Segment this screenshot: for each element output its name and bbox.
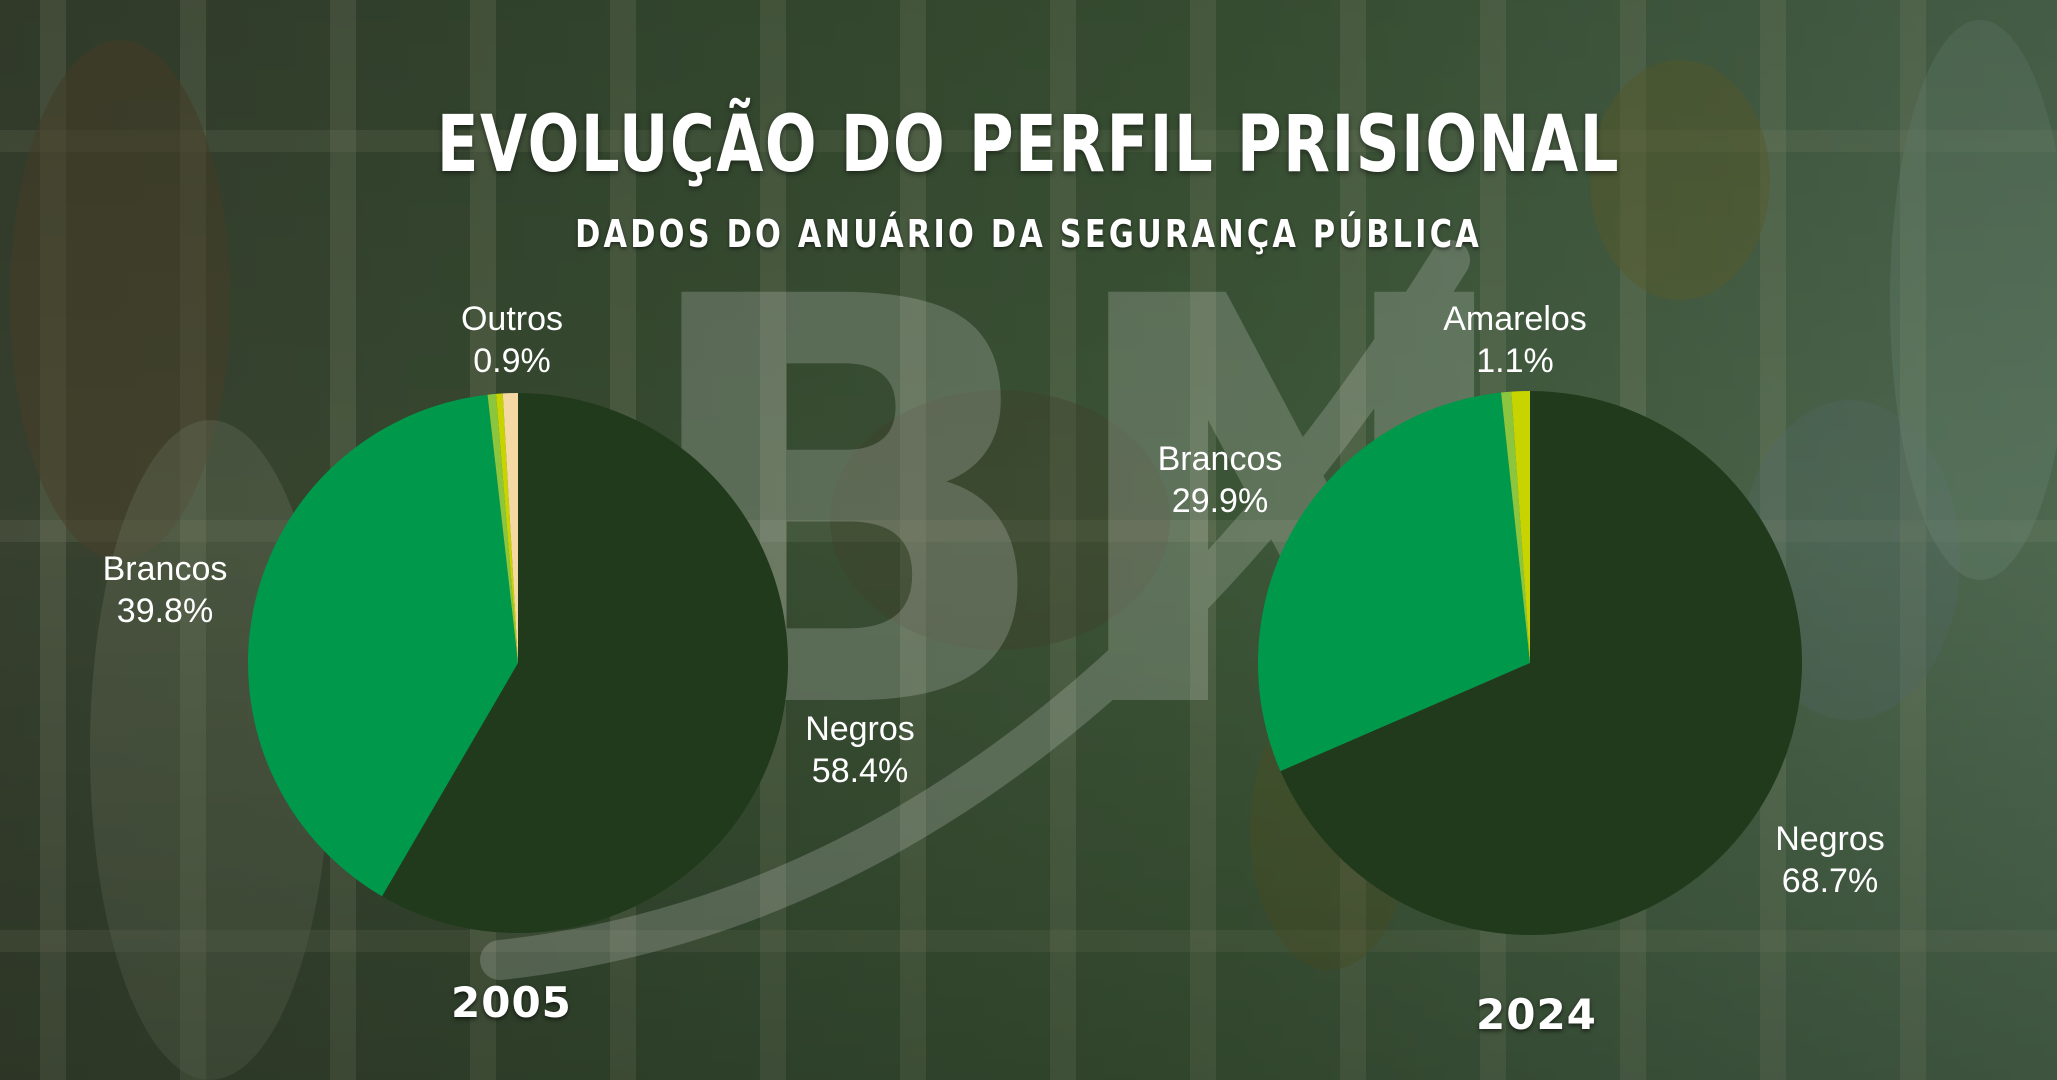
pie-slice-2024-brancos: [1258, 392, 1530, 772]
slice-label-2024-amarelos: Amarelos: [1443, 300, 1587, 338]
year-label-2005: 2005: [451, 978, 572, 1027]
slice-value-2024-amarelos: 1.1%: [1476, 342, 1554, 380]
slice-value-2005-brancos: 39.8%: [117, 592, 213, 630]
slice-value-2024-brancos: 29.9%: [1172, 482, 1268, 520]
pie-slice-2005-minor-3: [495, 393, 518, 663]
year-label-2024: 2024: [1476, 990, 1597, 1039]
pie-slice-2024-negros: [1280, 391, 1802, 936]
slice-value-2005-negros: 58.4%: [812, 752, 908, 790]
pie-slice-2024-amarelos: [1511, 391, 1530, 663]
slice-value-2005-outros: 0.9%: [473, 342, 551, 380]
pie-slice-2005-brancos: [247, 394, 518, 897]
slice-label-2024-brancos: Brancos: [1158, 440, 1283, 478]
slice-label-2005-outros: Outros: [461, 300, 563, 338]
pie-slice-2005-minor-2: [487, 393, 518, 663]
page-title: EVOLUÇÃO DO PERFIL PRISIONAL: [436, 100, 1621, 190]
slice-label-2024-negros: Negros: [1775, 820, 1885, 858]
page-subtitle: DADOS DO ANUÁRIO DA SEGURANÇA PÚBLICA: [575, 212, 1482, 256]
slice-label-2005-brancos: Brancos: [103, 550, 228, 588]
slice-value-2024-negros: 68.7%: [1782, 862, 1878, 900]
pie-slice-2005-outros: [502, 393, 518, 663]
pie-slice-2024-minor-2: [1501, 391, 1530, 663]
slice-label-2005-negros: Negros: [805, 710, 915, 748]
pie-slice-2005-negros: [382, 393, 788, 933]
